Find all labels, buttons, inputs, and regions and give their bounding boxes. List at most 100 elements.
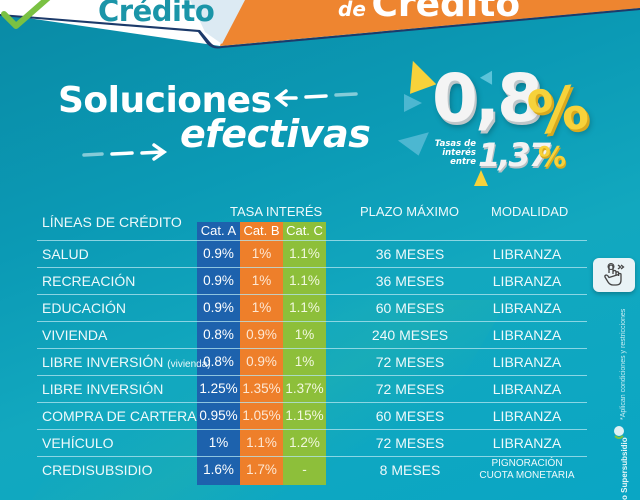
row-cat-b: 0.9% [246, 327, 277, 342]
row-cat-b: 1% [251, 246, 272, 261]
hero-headline-line1: Soluciones [58, 80, 272, 121]
cat-c-column-bg [283, 222, 326, 485]
table-row: SALUD 0.9% 1% 1.1% 36 MESES LIBRANZA [37, 240, 587, 267]
row-name: SALUD [42, 246, 89, 262]
row-plazo: 60 MESES [375, 408, 445, 424]
row-modalidad-line: PIGNORACIÓN [491, 458, 563, 469]
banner-title: de Crédito [338, 0, 520, 25]
header-lineas-credito: LÍNEAS DE CRÉDITO [42, 214, 182, 230]
header-banner: Crédito de Crédito [0, 0, 640, 52]
header-plazo-maximo: PLAZO MÁXIMO [360, 204, 459, 219]
row-cat-c: 1.37% [285, 381, 324, 396]
row-plazo: 72 MESES [375, 435, 445, 451]
table-row: COMPRA DE CARTERA 0.95% 1.05% 1.15% 60 M… [37, 402, 587, 429]
banner-shapes [0, 0, 640, 49]
header-tasa-interes: TASA INTERÉS [230, 204, 323, 219]
row-cat-c: 1% [294, 354, 315, 369]
row-plazo: 36 MESES [375, 273, 445, 289]
row-name-main: LIBRE INVERSIÓN [42, 354, 164, 370]
row-cat-a: 0.95% [199, 408, 238, 423]
table-row: VIVIENDA 0.8% 0.9% 1% 240 MESES LIBRANZA [37, 321, 587, 348]
row-plazo: 240 MESES [371, 327, 449, 343]
decor-triangle-blue [397, 132, 435, 160]
arrow-right-icon [82, 143, 168, 161]
row-cat-a: 1% [208, 435, 229, 450]
disclaimer-text: *Aplican condiciones y restricciones [620, 308, 627, 420]
row-cat-b: 1% [251, 300, 272, 315]
row-cat-c: 1.1% [289, 246, 320, 261]
decor-triangle-blue [404, 94, 422, 112]
header-modalidad: MODALIDAD [491, 204, 569, 219]
banner-title-main: Crédito [371, 0, 521, 25]
table-row: VEHÍCULO 1% 1.1% 1.2% 72 MESES LIBRANZA [37, 429, 587, 456]
check-icon [1, 0, 51, 29]
row-cat-c: 1.1% [289, 273, 320, 288]
table-row: LIBRE INVERSIÓN (vivienda) 0.8% 0.9% 1% … [37, 348, 587, 375]
rate-max-value: 1,37 [478, 136, 551, 174]
row-name-suffix: (vivienda) [167, 359, 211, 370]
logo-text: Crédito [98, 0, 215, 28]
table-row: LIBRE INVERSIÓN 1.25% 1.35% 1.37% 72 MES… [37, 375, 587, 402]
row-plazo: 60 MESES [375, 300, 445, 316]
row-cat-b: 0.9% [246, 354, 277, 369]
hero-headline-line2: efectivas [180, 112, 371, 156]
row-cat-c: 1% [294, 327, 315, 342]
row-modalidad: LIBRANZA [492, 273, 562, 289]
rate-label: Tasas de interés entre [430, 140, 476, 167]
row-cat-a: 1.25% [199, 381, 238, 396]
banner-title-prefix: de [338, 0, 366, 21]
supersubsidio-logo-icon [614, 426, 624, 439]
row-modalidad: LIBRANZA [492, 354, 562, 370]
row-modalidad: LIBRANZA [492, 381, 562, 397]
row-name: VEHÍCULO [42, 435, 114, 451]
cat-b-column-bg [240, 222, 283, 485]
row-plazo: 72 MESES [375, 354, 445, 370]
rate-max-percent: % [538, 140, 567, 173]
header-cat-a: Cat. A [200, 223, 237, 238]
hand-pointer-icon [604, 263, 625, 286]
row-cat-a: 0.9% [203, 246, 234, 261]
row-plazo: 8 MESES [379, 462, 441, 478]
row-cat-a: 0.9% [203, 300, 234, 315]
table-row: EDUCACIÓN 0.9% 1% 1.1% 60 MESES LIBRANZA [37, 294, 587, 321]
rate-min-value: 0,8 [432, 60, 543, 137]
table-row: RECREACIÓN 0.9% 1% 1.1% 36 MESES LIBRANZ… [37, 267, 587, 294]
row-modalidad: LIBRANZA [492, 408, 562, 424]
header-cat-b: Cat. B [243, 223, 280, 238]
rate-label-line: entre [450, 157, 476, 167]
header-cat-c: Cat. C [286, 223, 323, 238]
row-cat-b: 1.7% [246, 462, 277, 477]
row-cat-b: 1.1% [246, 435, 277, 450]
row-cat-a: 0.8% [203, 354, 234, 369]
arrow-left-icon [274, 89, 358, 107]
decor-triangle-yellow [474, 170, 488, 186]
row-modalidad: LIBRANZA [492, 246, 562, 262]
rate-label-line: Tasas de [434, 139, 476, 149]
row-cat-c: 1.15% [285, 408, 324, 423]
table-row: CREDISUBSIDIO 1.6% 1.7% - 8 MESES PIGNOR… [37, 456, 587, 483]
supervisor-text: o Supersubsidio [620, 437, 629, 500]
row-cat-c: 1.2% [289, 435, 320, 450]
row-modalidad: LIBRANZA [492, 327, 562, 343]
row-cat-a: 0.8% [203, 327, 234, 342]
row-modalidad: LIBRANZA [492, 435, 562, 451]
row-cat-a: 0.9% [203, 273, 234, 288]
row-cat-c: 1.1% [289, 300, 320, 315]
row-modalidad: PIGNORACIÓN CUOTA MONETARIA [475, 458, 579, 482]
rate-label-line: interés [442, 148, 476, 158]
row-name: LIBRE INVERSIÓN [42, 381, 164, 397]
row-name: LIBRE INVERSIÓN (vivienda) [42, 354, 211, 370]
row-name: CREDISUBSIDIO [42, 462, 153, 478]
row-modalidad: LIBRANZA [492, 300, 562, 316]
decor-triangle-yellow [399, 56, 437, 94]
row-name: VIVIENDA [42, 327, 108, 343]
row-name: RECREACIÓN [42, 273, 136, 289]
row-modalidad-line: CUOTA MONETARIA [479, 470, 575, 481]
accessibility-button[interactable] [593, 258, 635, 292]
row-name: COMPRA DE CARTERA [42, 408, 197, 424]
row-plazo: 72 MESES [375, 381, 445, 397]
row-cat-b: 1.05% [242, 408, 281, 423]
row-cat-b: 1% [251, 273, 272, 288]
row-plazo: 36 MESES [375, 246, 445, 262]
row-cat-a: 1.6% [203, 462, 234, 477]
